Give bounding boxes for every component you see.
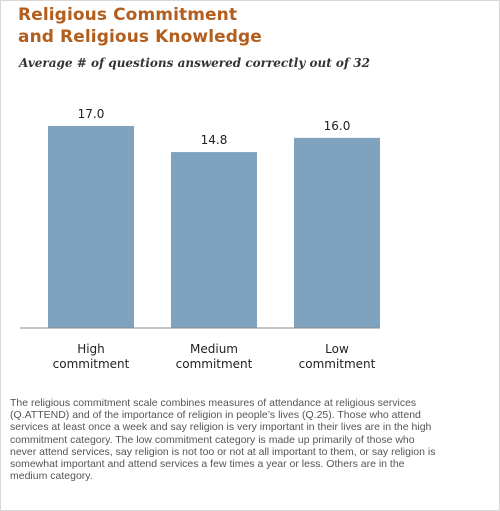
category-label: High <box>77 342 105 356</box>
category-label: Low <box>325 342 349 356</box>
bar <box>171 152 257 328</box>
category-label: commitment <box>53 357 130 371</box>
bar-value-label: 17.0 <box>78 107 105 121</box>
category-label: commitment <box>299 357 376 371</box>
bar-value-label: 16.0 <box>324 119 351 133</box>
footnote: The religious commitment scale combines … <box>10 397 436 483</box>
bar <box>294 137 380 328</box>
chart-title-line-2: and Religious Knowledge <box>18 27 262 47</box>
chart-subtitle: Average # of questions answered correctl… <box>19 56 370 70</box>
category-label: commitment <box>176 357 253 371</box>
bar <box>48 125 134 328</box>
chart-title: Religious Commitment and Religious Knowl… <box>18 4 262 48</box>
chart-title-line-1: Religious Commitment <box>18 5 238 25</box>
bar-value-label: 14.8 <box>201 133 228 147</box>
category-label: Medium <box>190 342 238 356</box>
bar-chart: 17.0Highcommitment14.8Mediumcommitment16… <box>20 107 380 371</box>
